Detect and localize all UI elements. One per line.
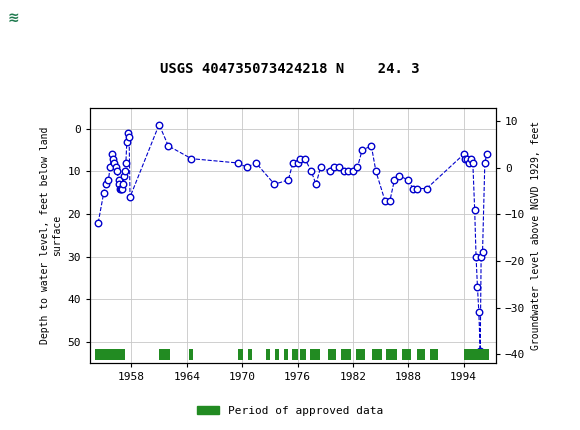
Bar (386, 350, 397, 360)
Point (468, 160, 477, 166)
Point (251, 160, 260, 166)
Bar (266, 350, 270, 360)
Point (293, 160, 302, 166)
Bar (356, 350, 365, 360)
Point (154, 121, 164, 128)
Point (108, 155, 118, 162)
Bar (463, 350, 490, 360)
Point (404, 177, 413, 184)
Point (335, 164, 344, 171)
Point (110, 160, 119, 166)
Bar (372, 350, 382, 360)
Point (107, 151, 116, 158)
Point (466, 155, 476, 162)
Point (101, 181, 110, 187)
Point (125, 194, 135, 200)
Point (120, 168, 129, 175)
Point (316, 164, 325, 171)
Point (233, 160, 242, 166)
Point (115, 181, 124, 187)
Point (474, 309, 484, 316)
Point (478, 249, 487, 256)
Point (99, 189, 108, 196)
Bar (328, 350, 336, 360)
Point (121, 160, 130, 166)
FancyBboxPatch shape (6, 3, 49, 34)
Point (472, 253, 481, 260)
Point (325, 168, 335, 175)
Point (390, 177, 399, 184)
Point (114, 177, 123, 184)
Point (380, 198, 390, 205)
Point (93, 219, 103, 226)
Point (476, 347, 485, 354)
Point (111, 164, 121, 171)
Point (348, 168, 357, 175)
Point (473, 283, 482, 290)
Y-axis label: Depth to water level, feet below land
surface: Depth to water level, feet below land su… (40, 127, 62, 344)
Bar (292, 350, 298, 360)
Point (125, 134, 134, 141)
Point (371, 168, 380, 175)
Legend: Period of approved data: Period of approved data (193, 401, 387, 420)
Point (270, 181, 279, 187)
Bar (276, 350, 279, 360)
Point (300, 155, 310, 162)
Point (311, 181, 321, 187)
Point (482, 151, 491, 158)
Point (187, 155, 196, 162)
Point (385, 198, 394, 205)
Point (307, 168, 316, 175)
Bar (188, 350, 193, 360)
Point (357, 147, 367, 154)
Point (463, 155, 472, 162)
Point (343, 168, 353, 175)
Point (413, 185, 422, 192)
Y-axis label: Groundwater level above NGVD 1929, feet: Groundwater level above NGVD 1929, feet (531, 121, 541, 350)
Bar (159, 350, 170, 360)
Text: USGS 404735073424218 N    24. 3: USGS 404735073424218 N 24. 3 (160, 62, 420, 76)
Point (367, 142, 376, 149)
Point (296, 155, 305, 162)
Bar (430, 350, 438, 360)
Bar (310, 350, 320, 360)
Point (353, 164, 362, 171)
Point (465, 160, 474, 166)
Bar (418, 350, 425, 360)
Point (422, 185, 432, 192)
Text: ≋: ≋ (8, 11, 19, 25)
Point (113, 168, 122, 175)
Point (117, 185, 126, 192)
Point (480, 160, 490, 166)
Bar (284, 350, 288, 360)
Text: USGS: USGS (58, 10, 105, 25)
Bar (300, 350, 306, 360)
Point (330, 164, 339, 171)
Point (164, 142, 173, 149)
Point (408, 185, 418, 192)
Point (477, 253, 486, 260)
Bar (341, 350, 351, 360)
Point (118, 185, 127, 192)
Point (288, 160, 298, 166)
Point (459, 151, 468, 158)
Point (116, 185, 125, 192)
Point (119, 172, 129, 179)
Point (104, 177, 113, 184)
Bar (238, 350, 243, 360)
Bar (402, 350, 411, 360)
Point (284, 177, 293, 184)
Point (470, 206, 479, 213)
Bar (95, 350, 125, 360)
Point (461, 155, 470, 162)
Point (242, 164, 251, 171)
Point (106, 164, 115, 171)
Point (394, 172, 404, 179)
Bar (248, 350, 252, 360)
Point (339, 168, 349, 175)
Point (124, 130, 133, 137)
Point (118, 181, 128, 187)
Point (122, 138, 132, 145)
